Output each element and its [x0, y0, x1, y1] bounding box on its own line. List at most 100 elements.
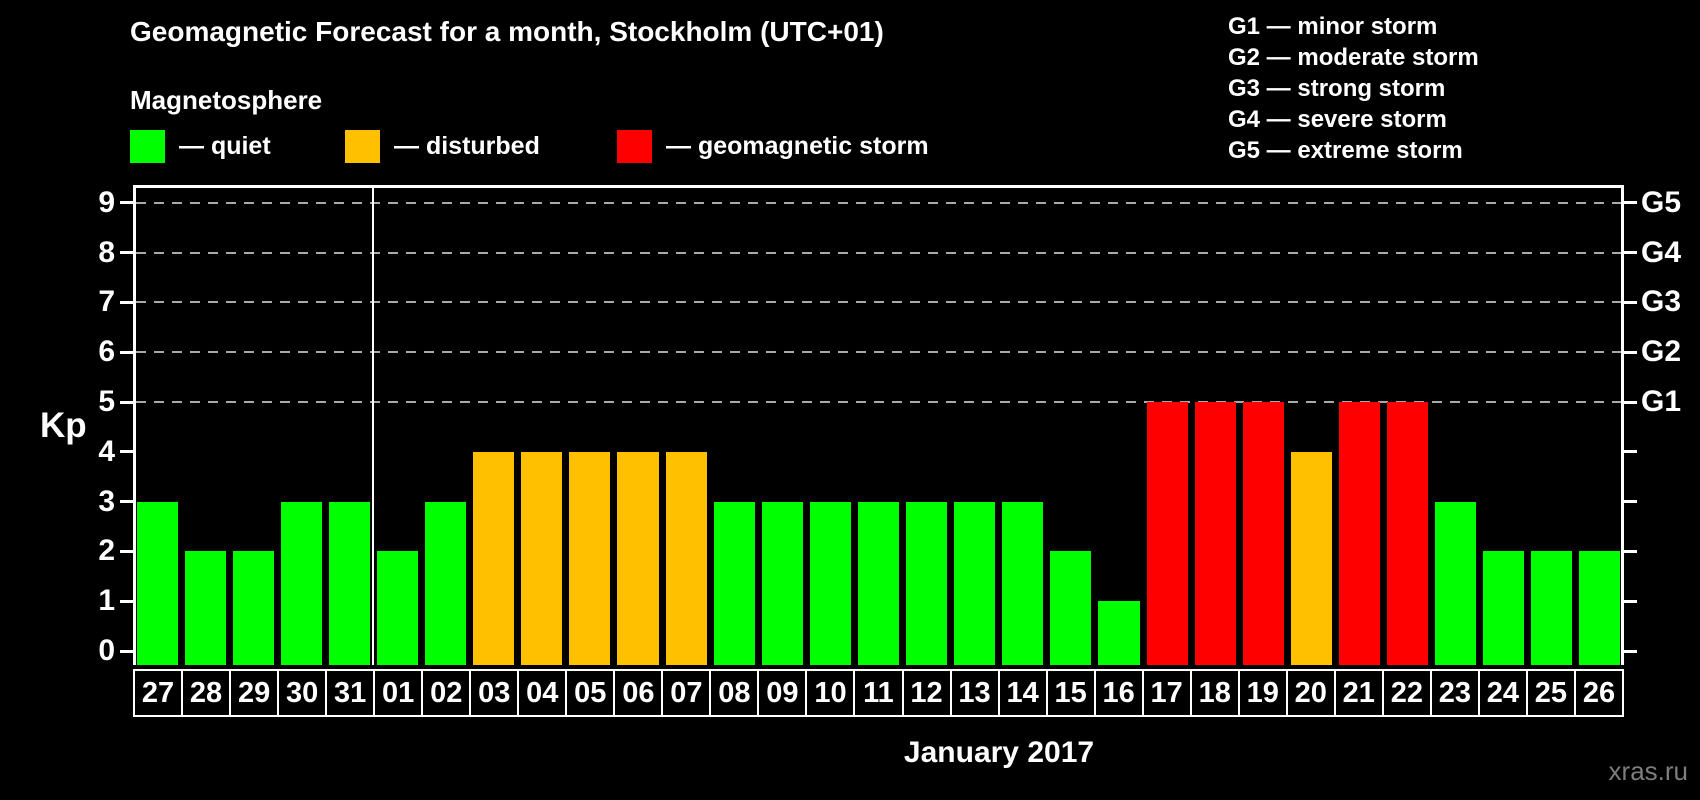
bar-day-01: [376, 551, 419, 665]
left-tick-kp6: [120, 350, 133, 354]
plot-area: [120, 185, 1637, 665]
y-tick-label-8: 8: [98, 235, 115, 269]
left-tick-kp3: [120, 500, 133, 504]
gridline-kp5: [136, 401, 1621, 403]
right-tick-kp3: [1624, 500, 1637, 504]
bar-day-24: [1483, 551, 1525, 665]
left-tick-kp5: [120, 400, 133, 404]
y-tick-label-1: 1: [98, 584, 115, 618]
bar-day-18: [1194, 402, 1236, 665]
magnetosphere-label: Magnetosphere: [130, 85, 323, 115]
gridline-kp9: [136, 201, 1621, 204]
status-legend: — quiet — disturbed — geomagnetic storm: [130, 130, 1110, 166]
day-label-28: 28: [181, 671, 229, 715]
left-tick-kp0: [120, 649, 133, 653]
right-axis-line: [1621, 185, 1624, 665]
bar-day-17: [1146, 402, 1188, 665]
day-label-26: 26: [1573, 671, 1622, 715]
g-tick-label-G1: G1: [1641, 385, 1682, 418]
y-tick-label-0: 0: [98, 634, 115, 667]
right-tick-kp6: [1624, 350, 1637, 354]
bar-day-09: [761, 501, 803, 665]
day-label-18: 18: [1189, 671, 1238, 715]
g-scale-legend: G1 — minor storm G2 — moderate storm G3 — …: [1228, 11, 1479, 166]
day-label-19: 19: [1237, 671, 1286, 715]
gridline-kp6: [136, 351, 1621, 354]
bar-day-19: [1242, 402, 1284, 665]
y-tick-label-2: 2: [98, 534, 115, 568]
bar-day-21: [1338, 402, 1380, 665]
day-label-21: 21: [1333, 671, 1382, 715]
day-label-12: 12: [901, 671, 950, 715]
day-label-14: 14: [997, 671, 1046, 715]
day-label-03: 03: [469, 671, 517, 715]
y-tick-label-6: 6: [98, 335, 115, 369]
gridline-kp7: [136, 301, 1621, 304]
legend-item-quiet: — quiet: [130, 130, 271, 163]
bar-day-25: [1531, 551, 1573, 665]
right-tick-kp1: [1624, 599, 1637, 603]
legend-swatch-disturbed: [345, 130, 380, 163]
g-tick-label-G2: G2: [1641, 335, 1682, 369]
y-tick-label-5: 5: [98, 385, 115, 418]
left-tick-kp1: [120, 599, 133, 603]
bar-day-31: [328, 501, 370, 665]
day-label-29: 29: [229, 671, 277, 715]
left-tick-kp9: [120, 201, 133, 205]
right-tick-kp5: [1624, 400, 1637, 404]
y-tick-label-7: 7: [98, 285, 115, 319]
bar-day-23: [1435, 501, 1477, 665]
day-label-27: 27: [141, 676, 175, 709]
day-label-17: 17: [1141, 671, 1190, 715]
day-label-11: 11: [853, 671, 901, 715]
legend-label-quiet: — quiet: [179, 132, 271, 160]
left-tick-kp4: [120, 450, 133, 454]
x-axis-month-label: January 2017: [903, 736, 1095, 769]
right-tick-kp0: [1624, 649, 1637, 653]
bar-day-07: [665, 451, 707, 665]
day-label-02: 02: [421, 671, 469, 715]
g-legend-line-1: G1 — minor storm: [1228, 13, 1438, 40]
legend-label-storm: — geomagnetic storm: [666, 132, 929, 160]
bar-day-06: [617, 451, 659, 665]
day-label-23: 23: [1429, 671, 1478, 715]
g-legend-line-4: G4 — severe storm: [1228, 106, 1447, 133]
bar-day-27: [136, 501, 178, 665]
g-tick-label-G4: G4: [1641, 235, 1682, 269]
bar-day-29: [232, 551, 274, 665]
day-label-05: 05: [565, 671, 613, 715]
g-tick-label-G3: G3: [1641, 285, 1682, 319]
y-tick-label-4: 4: [98, 434, 115, 468]
day-label-01: 01: [373, 671, 421, 715]
bar-day-08: [713, 501, 755, 665]
day-label-07: 07: [661, 671, 709, 715]
legend-swatch-storm: [617, 130, 652, 163]
left-tick-kp7: [120, 300, 133, 304]
right-tick-kp8: [1624, 251, 1637, 255]
day-label-10: 10: [805, 671, 853, 715]
y-tick-label-9: 9: [98, 185, 115, 219]
bar-day-26: [1579, 551, 1621, 665]
day-label-04: 04: [517, 671, 565, 715]
bar-day-04: [521, 451, 563, 665]
g-legend-line-2: G2 — moderate storm: [1228, 44, 1479, 71]
bar-day-28: [184, 551, 226, 665]
g-tick-label-G5: G5: [1641, 185, 1682, 219]
day-label-25: 25: [1525, 671, 1574, 715]
y-axis-line: [133, 185, 136, 665]
bar-day-16: [1098, 601, 1140, 665]
bar-day-13: [954, 501, 996, 665]
right-tick-kp2: [1624, 549, 1637, 553]
day-label-15: 15: [1045, 671, 1094, 715]
watermark: xras.ru: [1608, 756, 1688, 786]
day-label-16: 16: [1093, 671, 1142, 715]
bar-day-11: [857, 501, 900, 665]
right-tick-kp9: [1624, 201, 1637, 205]
month-boundary-line: [372, 185, 375, 665]
bar-day-15: [1050, 551, 1092, 665]
chart-title: Geomagnetic Forecast for a month, Stockh…: [130, 16, 884, 47]
legend-item-disturbed: — disturbed: [345, 130, 540, 163]
x-axis-day-labels: 27 28 29 30 31 01 02 03 04 05 06 07 08 09 10 11 12 13 14 15…: [133, 669, 1624, 717]
bar-day-03: [473, 451, 515, 665]
